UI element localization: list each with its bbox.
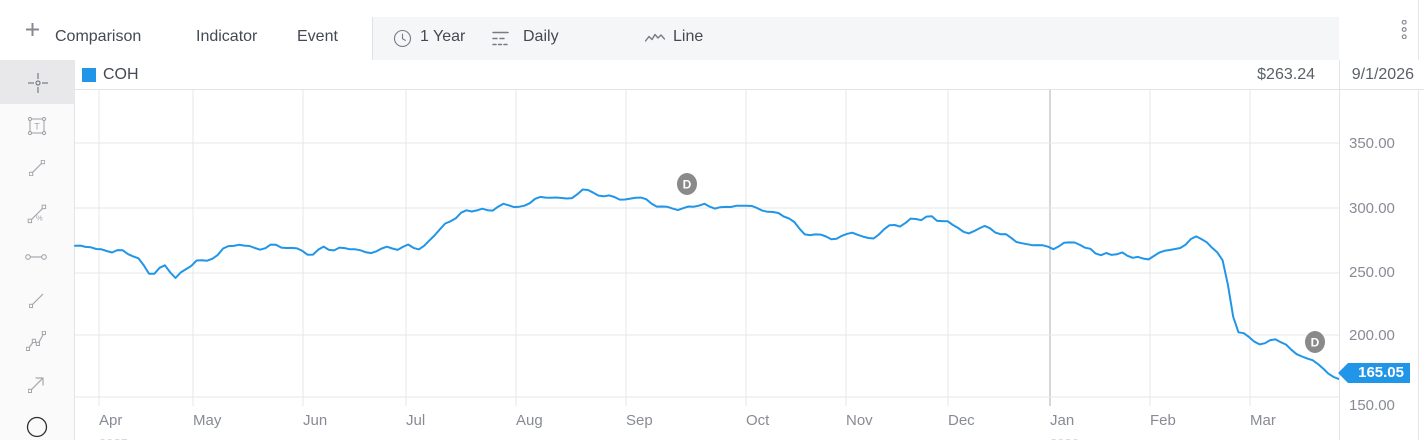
svg-text:D: D	[683, 178, 692, 192]
svg-text:T: T	[34, 122, 40, 132]
svg-text:%: %	[36, 214, 43, 223]
svg-text:D: D	[1311, 336, 1320, 350]
